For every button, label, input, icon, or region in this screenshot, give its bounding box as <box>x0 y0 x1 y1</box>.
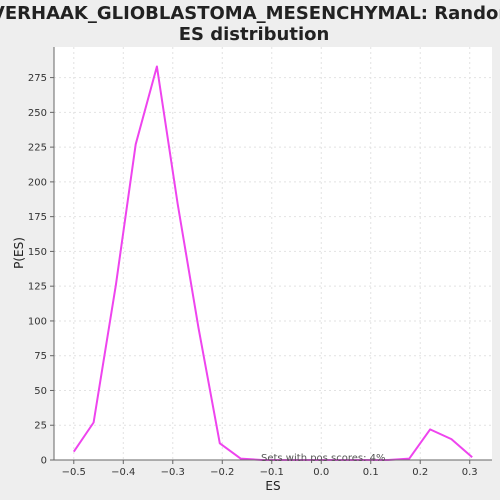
y-tick-label: 175 <box>28 212 47 223</box>
x-tick-label: −0.4 <box>111 467 135 478</box>
y-tick-label: 150 <box>28 247 47 258</box>
x-tick-label: −0.1 <box>260 467 284 478</box>
y-tick-label: 75 <box>34 351 47 362</box>
y-tick-label: 250 <box>28 108 47 119</box>
y-tick-label: 100 <box>28 316 47 327</box>
x-ticks: −0.5 −0.4 −0.3 −0.2 −0.1 0.0 0.1 0.2 0.3 <box>62 460 478 478</box>
x-tick-label: 0.0 <box>313 467 329 478</box>
plot-area <box>54 47 492 460</box>
y-ticks: 0 25 50 75 100 125 150 175 200 225 250 275 <box>28 73 54 467</box>
grid <box>54 47 492 460</box>
x-axis-label: ES <box>265 479 280 493</box>
axes <box>53 47 492 461</box>
chart-title-line1: VERHAAK_GLIOBLASTOMA_MESENCHYMAL: Random <box>0 3 500 24</box>
chart-title-line2: ES distribution <box>179 24 330 45</box>
y-tick-label: 50 <box>34 386 47 397</box>
y-tick-label: 200 <box>28 177 47 188</box>
y-tick-label: 0 <box>41 456 47 467</box>
y-axis-label: P(ES) <box>12 237 26 269</box>
y-tick-label: 125 <box>28 282 47 293</box>
y-tick-label: 225 <box>28 143 47 154</box>
y-tick-label: 25 <box>34 421 47 432</box>
x-tick-label: 0.2 <box>412 467 428 478</box>
x-tick-label: 0.3 <box>462 467 478 478</box>
y-tick-label: 275 <box>28 73 47 84</box>
annotation-pos-scores: Sets with pos scores: 4% <box>261 453 386 464</box>
x-tick-label: −0.3 <box>161 467 185 478</box>
x-tick-label: 0.1 <box>363 467 379 478</box>
x-tick-label: −0.5 <box>62 467 86 478</box>
x-tick-label: −0.2 <box>210 467 234 478</box>
